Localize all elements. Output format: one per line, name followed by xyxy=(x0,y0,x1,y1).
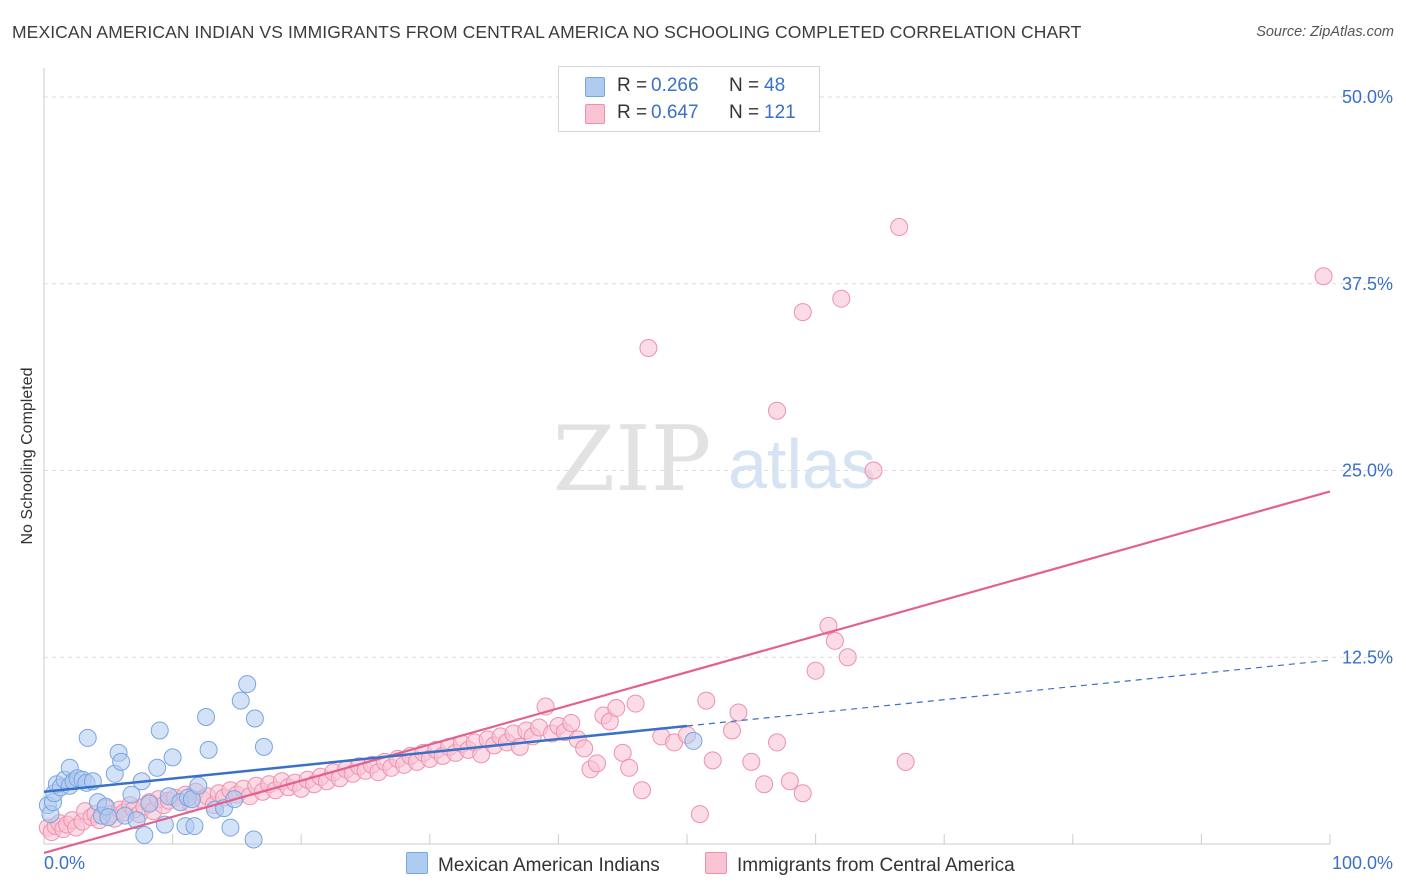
point-series1 xyxy=(221,818,240,837)
point-series1 xyxy=(140,794,159,813)
legend-swatch-blue xyxy=(406,852,428,874)
point-series1 xyxy=(163,748,182,767)
point-series1 xyxy=(189,776,208,795)
point-series1 xyxy=(135,826,154,845)
point-series2 xyxy=(768,401,787,420)
point-series1 xyxy=(150,721,169,740)
source-credit: Source: ZipAtlas.com xyxy=(1256,24,1394,40)
legend-n-label: N = xyxy=(729,75,760,96)
y-tick-label-0: 12.5% xyxy=(1342,647,1393,667)
watermark-zip: ZIP xyxy=(553,407,712,512)
legend-r-value: 0.647 xyxy=(651,102,699,123)
trend-line-series1 xyxy=(43,724,688,793)
point-series1 xyxy=(254,737,273,756)
grid-lines xyxy=(44,96,1392,658)
point-series2 xyxy=(607,699,626,718)
legend-item-immigrants-central-america: Immigrants from Central America xyxy=(705,852,1015,877)
legend-r-label: R = xyxy=(617,102,648,123)
point-series2 xyxy=(1314,267,1333,286)
legend-n-value: 48 xyxy=(764,75,786,96)
point-series2 xyxy=(723,721,742,740)
x-tick-label-1: 100.0% xyxy=(1332,853,1393,873)
point-series2 xyxy=(632,781,651,800)
point-series2 xyxy=(575,739,594,758)
point-series2 xyxy=(697,691,716,710)
legend-r-value: 0.266 xyxy=(651,75,699,96)
y-tick-label-2: 37.5% xyxy=(1342,274,1393,294)
point-series2 xyxy=(806,661,825,680)
x-tick-label-0: 0.0% xyxy=(44,853,85,873)
point-series1 xyxy=(78,728,97,747)
legend-swatch-pink xyxy=(705,852,727,874)
legend-label-series1: Mexican American Indians xyxy=(438,855,660,876)
legend-item-mexican-american-indians: Mexican American Indians xyxy=(406,852,660,877)
series-mexican-american-indians-points xyxy=(38,675,703,849)
point-series1 xyxy=(684,731,703,750)
legend-row-series2: R = 0.647 N = 121 xyxy=(559,101,819,127)
point-series1 xyxy=(148,758,167,777)
legend-r-label: R = xyxy=(617,75,648,96)
point-series2 xyxy=(626,694,645,713)
point-series1 xyxy=(122,785,141,804)
point-series2 xyxy=(793,303,812,322)
point-series2 xyxy=(896,752,915,771)
point-series1 xyxy=(244,830,263,849)
point-series1 xyxy=(127,811,146,830)
point-series2 xyxy=(742,752,761,771)
watermark-atlas: atlas xyxy=(728,425,876,503)
point-series2 xyxy=(690,805,709,824)
point-series2 xyxy=(793,784,812,803)
point-series2 xyxy=(838,648,857,667)
legend-n-value: 121 xyxy=(764,102,796,123)
trend-line-series2 xyxy=(43,490,1331,855)
point-series2 xyxy=(639,338,658,357)
point-series1 xyxy=(231,691,250,710)
point-series1 xyxy=(99,808,118,827)
trend-lines xyxy=(43,490,1331,855)
point-series2 xyxy=(890,217,909,236)
point-series2 xyxy=(703,751,722,770)
watermark: ZIP atlas xyxy=(553,407,876,512)
x-tick-labels: 0.0% 100.0% xyxy=(44,853,1393,873)
y-tick-label-1: 25.0% xyxy=(1342,461,1393,481)
x-tick-marks xyxy=(172,834,1331,844)
point-series2 xyxy=(768,733,787,752)
point-series2 xyxy=(620,758,639,777)
point-series1 xyxy=(245,709,264,728)
point-series2 xyxy=(780,772,799,791)
chart-title: MEXICAN AMERICAN INDIAN VS IMMIGRANTS FR… xyxy=(12,22,1082,42)
point-series2 xyxy=(613,743,632,762)
y-tick-label-3: 50.0% xyxy=(1342,87,1393,107)
point-series1 xyxy=(199,740,218,759)
point-series1 xyxy=(185,817,204,836)
point-series2 xyxy=(729,703,748,722)
series-legend: Mexican American Indians Immigrants from… xyxy=(0,852,1406,878)
point-series2 xyxy=(832,289,851,308)
point-series1 xyxy=(238,675,257,694)
trend-line-series1-extension xyxy=(686,659,1331,727)
point-series2 xyxy=(562,713,581,732)
point-series2 xyxy=(587,754,606,773)
legend-n-label: N = xyxy=(729,102,760,123)
point-series2 xyxy=(755,775,774,794)
point-series1 xyxy=(197,708,216,727)
series-immigrants-central-america-points xyxy=(38,217,1333,842)
legend-row-series1: R = 0.266 N = 48 xyxy=(559,74,819,100)
point-series2 xyxy=(864,461,883,480)
legend-swatch-series2 xyxy=(585,104,605,124)
point-series2 xyxy=(825,631,844,650)
point-series1 xyxy=(112,752,131,771)
y-tick-labels: 12.5% 25.0% 37.5% 50.0% xyxy=(1342,87,1393,667)
legend-swatch-series1 xyxy=(585,77,605,97)
correlation-legend: R = 0.266 N = 48 R = 0.647 N = 121 xyxy=(558,66,820,132)
legend-label-series2: Immigrants from Central America xyxy=(737,855,1015,876)
